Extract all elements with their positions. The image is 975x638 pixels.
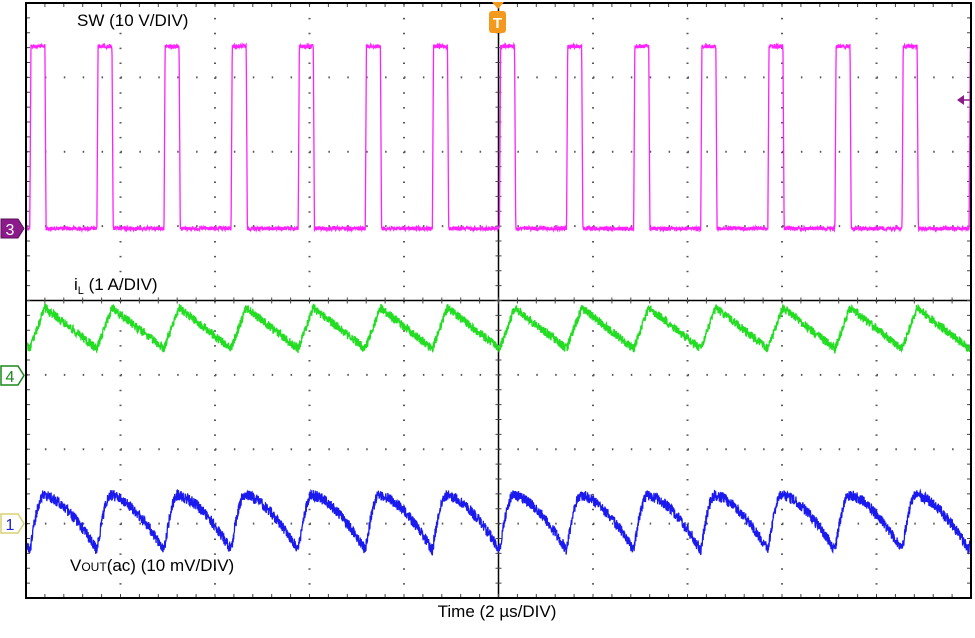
channel-3-marker[interactable]: 3 <box>0 218 25 239</box>
channel-1-marker[interactable]: 1 <box>0 513 25 534</box>
vout-label-scale: (ac) (10 mV/DIV) <box>106 556 235 575</box>
il-channel-label: iL (1 A/DIV) <box>74 276 158 297</box>
vout-channel-label: VOUT(ac) (10 mV/DIV) <box>70 557 234 574</box>
grid <box>25 2 972 599</box>
il-label-sub: L <box>77 285 84 297</box>
trigger-marker[interactable]: T <box>489 2 506 33</box>
traces <box>25 41 972 556</box>
il-trace <box>25 303 972 354</box>
trigger-position-arrow-icon <box>492 2 504 9</box>
sw-trace <box>25 41 972 234</box>
channel-4-label: 4 <box>6 369 15 386</box>
vout-label-main: V <box>70 556 82 575</box>
vout-label-sub: OUT <box>81 560 107 574</box>
sw-channel-label: SW (10 V/DIV) <box>77 11 189 30</box>
trigger-label: T <box>493 15 502 32</box>
il-label-scale: (1 A/DIV) <box>83 275 158 294</box>
trigger-level-arrow-icon[interactable] <box>957 95 970 105</box>
vout-trace <box>25 488 972 556</box>
channel-3-label: 3 <box>6 222 15 239</box>
channel-4-marker[interactable]: 4 <box>0 365 25 386</box>
x-axis-label: Time (2 µs/DIV) <box>437 602 557 621</box>
il-label-main: i <box>74 275 78 294</box>
channel-1-label: 1 <box>6 517 15 534</box>
